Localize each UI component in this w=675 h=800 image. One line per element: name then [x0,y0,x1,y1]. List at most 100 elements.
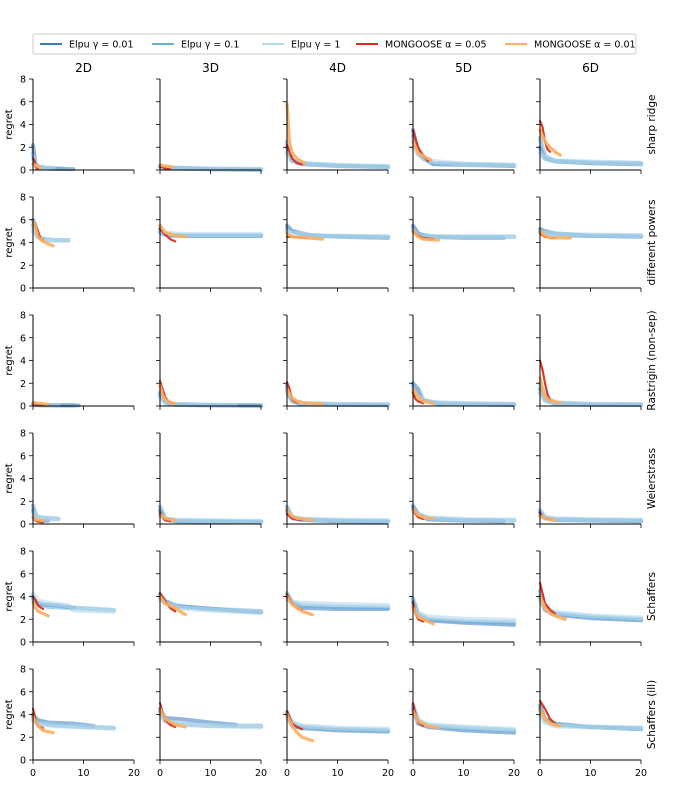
series-line [410,144,517,168]
y-tick-label: 8 [20,311,26,322]
series-line [31,401,50,406]
x-tick-label: 20 [508,768,520,779]
x-tick-label: 20 [255,768,267,779]
series-line [411,606,435,626]
series-line [537,150,644,166]
series-line [538,594,567,621]
panel [409,196,517,292]
column-title: 4D [329,61,346,75]
y-tick-label: 0 [20,166,26,177]
x-tick-label: 10 [204,768,216,779]
y-tick-label: 0 [20,638,26,649]
y-tick-label: 6 [20,569,26,580]
column-title: 5D [455,61,472,75]
series-line [30,591,117,614]
series-line [285,508,314,522]
legend-label: Elpu γ = 0.1 [181,40,239,51]
x-tick-label: 0 [537,768,543,779]
series-line [538,581,557,615]
panel-row: different powers 0 2 4 6 8 regret [4,193,658,295]
series-line [538,699,557,725]
y-axis-label: regret [4,699,15,729]
x-tick-label: 10 [457,768,469,779]
series-line [411,229,440,242]
panel [409,432,517,528]
x-tick-label: 10 [584,768,596,779]
series-line [31,595,45,611]
series-line [285,594,314,617]
y-tick-label: 4 [20,238,26,249]
panel: 0 2 4 6 8 regret [4,429,135,531]
row-label: Schaffers (ill) [646,680,658,749]
y-tick-label: 4 [20,356,26,367]
legend: Elpu γ = 0.01 Elpu γ = 0.1 Elpu γ = 1 MONGO… [32,33,637,55]
series-line [284,228,391,240]
panel-row: Weierstrass 0 2 4 6 8 regret [4,429,658,531]
y-tick-label: 0 [20,756,26,767]
row-label: sharp ridge [646,95,658,155]
y-axis-label: regret [4,581,15,611]
panel [156,78,264,174]
panel: 0 2 4 6 8 regret [4,75,135,177]
series-line [30,510,56,522]
x-tick-label: 0 [157,768,163,779]
series-line [285,712,314,743]
y-tick-label: 2 [20,733,26,744]
series-line [158,223,187,239]
series-line [158,513,177,522]
series-line [538,707,562,728]
panel [536,432,644,528]
panel [283,78,391,174]
panel [536,550,644,646]
y-tick-label: 6 [20,215,26,226]
y-tick-label: 2 [20,143,26,154]
panel: 0 2 4 6 8 regret [4,547,135,649]
series-line [158,163,175,169]
y-tick-label: 8 [20,193,26,204]
panel [156,314,264,410]
row-label: Weierstrass [646,448,658,509]
series-line [411,387,435,405]
series-line [285,387,324,406]
x-tick-label: 20 [635,768,647,779]
series-line [158,165,172,171]
series-line [285,231,324,241]
series-line [31,600,50,618]
x-tick-label: 10 [331,768,343,779]
panel [536,196,644,292]
series-line [411,140,433,162]
panel [536,314,644,410]
column-title: 3D [202,61,219,75]
y-tick-label: 4 [20,710,26,721]
panel-row: Rastrigin (non-sep) 0 2 4 6 8 regret [4,310,658,412]
y-tick-label: 2 [20,615,26,626]
row-label: different powers [646,200,658,286]
y-tick-label: 6 [20,451,26,462]
series-line [158,227,177,243]
y-tick-label: 8 [20,547,26,558]
legend-frame [32,33,637,55]
series-line [538,376,562,405]
row-label: Schaffers [646,572,658,621]
panel-row: sharp ridge 0 2 4 6 8 regret [4,75,658,177]
panel [156,432,264,528]
y-tick-label: 2 [20,497,26,508]
panel: 0 2 4 6 8 regret [4,311,135,413]
y-tick-label: 0 [20,520,26,531]
y-tick-label: 4 [20,120,26,131]
y-tick-label: 6 [20,687,26,698]
panel [409,550,517,646]
panel: 0 10 20 [283,668,394,779]
panel [156,550,264,646]
y-tick-label: 6 [20,333,26,344]
series-line [284,714,391,732]
y-tick-label: 4 [20,592,26,603]
series-line [538,128,562,157]
series-line [31,162,43,170]
series-line [538,229,572,240]
series-line [285,102,307,165]
panel: 0 2 4 6 8 regret [4,193,135,295]
y-tick-label: 2 [20,379,26,390]
panel [283,314,391,410]
